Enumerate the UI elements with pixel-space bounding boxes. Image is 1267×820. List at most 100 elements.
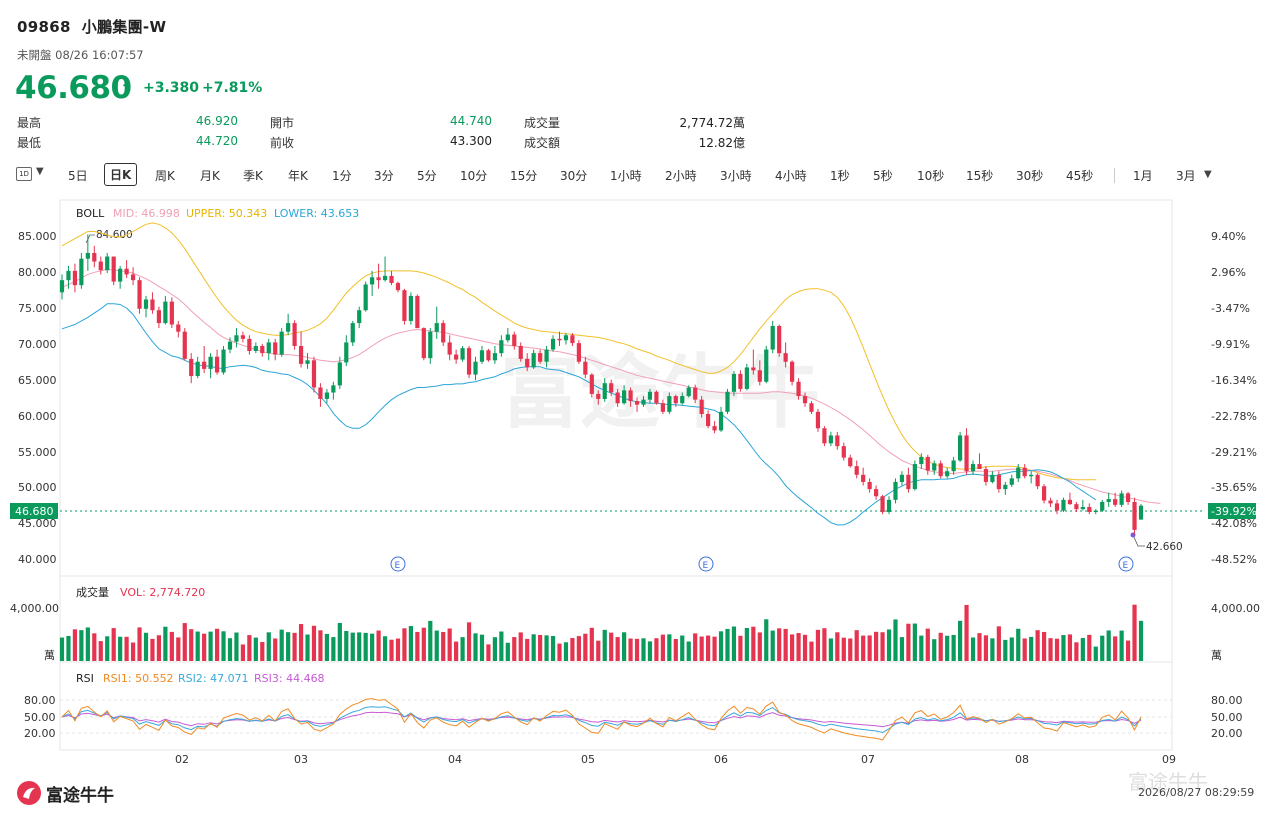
tab-3hour[interactable]: 3小時 bbox=[720, 169, 752, 183]
volume-bar bbox=[214, 628, 220, 661]
tab-1sec[interactable]: 1秒 bbox=[830, 169, 850, 183]
candle bbox=[1061, 497, 1066, 512]
tab-3min[interactable]: 3分 bbox=[374, 169, 394, 183]
tab-5d[interactable]: 5日 bbox=[68, 169, 88, 183]
tab-15sec[interactable]: 15秒 bbox=[966, 169, 994, 183]
candle bbox=[899, 471, 905, 486]
volume-bar bbox=[583, 633, 588, 661]
candle bbox=[1113, 492, 1118, 507]
candle bbox=[182, 328, 187, 361]
candle bbox=[460, 345, 465, 362]
volume-bar bbox=[738, 635, 743, 661]
tab-1hour[interactable]: 1小時 bbox=[610, 169, 642, 183]
price-change-pct: +7.81% bbox=[202, 80, 263, 96]
volume-bar bbox=[1009, 637, 1014, 661]
volume-bar bbox=[983, 635, 989, 661]
candle bbox=[298, 331, 304, 368]
volume-bar bbox=[744, 628, 749, 661]
volume-bar bbox=[518, 632, 523, 661]
volume-bar bbox=[693, 633, 698, 661]
candle bbox=[389, 270, 394, 286]
tab-15min[interactable]: 15分 bbox=[510, 169, 538, 183]
volume-bar bbox=[945, 635, 950, 661]
candle bbox=[1041, 484, 1047, 504]
candle bbox=[1067, 492, 1073, 505]
tab-3month[interactable]: 3月 bbox=[1176, 169, 1196, 183]
high-marker-line bbox=[85, 234, 95, 244]
volume-bar bbox=[460, 637, 465, 661]
x-tick-label: 05 bbox=[581, 753, 595, 766]
volume-bar bbox=[202, 633, 207, 661]
volume-tick-label: 4,000.00 bbox=[10, 602, 59, 615]
volume-bar bbox=[622, 632, 627, 661]
volume-bar bbox=[751, 626, 756, 661]
tab-5sec[interactable]: 5秒 bbox=[873, 169, 893, 183]
tab-quarterly-k[interactable]: 季K bbox=[243, 169, 263, 183]
tab-1month[interactable]: 1月 bbox=[1133, 169, 1153, 183]
candle bbox=[854, 460, 859, 479]
candle bbox=[130, 267, 136, 286]
y-tick-label: 80.000 bbox=[18, 266, 57, 279]
volume-bar bbox=[589, 627, 594, 661]
current-price-tag bbox=[10, 503, 58, 519]
candle bbox=[809, 401, 814, 414]
volume-bar bbox=[66, 635, 71, 661]
candle bbox=[247, 335, 252, 355]
tab-30sec[interactable]: 30秒 bbox=[1016, 169, 1044, 183]
tab-10min[interactable]: 10分 bbox=[460, 169, 488, 183]
candle bbox=[841, 442, 846, 461]
tab-10sec[interactable]: 10秒 bbox=[917, 169, 945, 183]
candle bbox=[208, 353, 213, 379]
volume-bar bbox=[1087, 634, 1092, 661]
candle bbox=[1138, 503, 1144, 520]
volume-bar bbox=[298, 624, 304, 661]
volume-bar bbox=[92, 633, 97, 661]
tab-30min[interactable]: 30分 bbox=[560, 169, 588, 183]
tab-5min[interactable]: 5分 bbox=[417, 169, 437, 183]
tab-yearly-k[interactable]: 年K bbox=[288, 169, 308, 183]
volume-bars-group bbox=[59, 604, 1144, 661]
volume-bar bbox=[1100, 635, 1105, 661]
pct-tick-label: -16.34% bbox=[1211, 374, 1257, 387]
stat-value-prev-close: 43.300 bbox=[450, 134, 492, 148]
volume-bar bbox=[770, 630, 775, 661]
tab-monthly-k[interactable]: 月K bbox=[200, 169, 220, 183]
volume-bar bbox=[1106, 630, 1111, 661]
candle bbox=[195, 356, 200, 379]
event-marker[interactable]: E bbox=[698, 556, 714, 572]
chevron-down-icon[interactable]: ▼ bbox=[1204, 169, 1212, 180]
candle bbox=[1106, 492, 1111, 507]
candle bbox=[415, 294, 420, 329]
candle bbox=[957, 431, 963, 462]
tab-45sec[interactable]: 45秒 bbox=[1066, 169, 1094, 183]
boll-mid-legend: MID: 46.998 bbox=[113, 207, 180, 220]
candle bbox=[731, 371, 737, 397]
candle bbox=[1074, 501, 1079, 512]
candle bbox=[615, 388, 620, 407]
candle bbox=[137, 277, 142, 314]
candle bbox=[667, 392, 672, 414]
volume-bar bbox=[712, 636, 717, 661]
candle bbox=[454, 349, 459, 364]
tab-4hour[interactable]: 4小時 bbox=[775, 169, 807, 183]
tab-2hour[interactable]: 2小時 bbox=[665, 169, 697, 183]
tab-weekly-k[interactable]: 周K bbox=[155, 169, 175, 183]
tab-1min[interactable]: 1分 bbox=[332, 169, 352, 183]
candle bbox=[777, 324, 782, 357]
volume-bar bbox=[951, 634, 956, 661]
volume-bar bbox=[996, 626, 1001, 661]
volume-bar bbox=[1016, 628, 1021, 661]
stat-value-high: 46.920 bbox=[196, 114, 238, 128]
event-marker[interactable]: E bbox=[1118, 556, 1134, 572]
event-marker[interactable]: E bbox=[390, 556, 406, 572]
candle bbox=[350, 320, 355, 346]
volume-bar bbox=[977, 633, 982, 661]
period-selector[interactable]: 1D ▼ bbox=[16, 166, 46, 183]
market-status: 未開盤 08/26 16:07:57 bbox=[17, 48, 144, 62]
high-marker-label: 84.600 bbox=[96, 229, 133, 241]
volume-bar bbox=[686, 641, 691, 661]
svg-text:E: E bbox=[703, 561, 709, 571]
tab-daily-k[interactable]: 日K bbox=[104, 163, 138, 186]
candle bbox=[79, 252, 84, 289]
stock-chart[interactable]: 富途牛牛 BOLL MID: 46.998 UPPER: 50.343 LOWE… bbox=[0, 195, 1267, 775]
